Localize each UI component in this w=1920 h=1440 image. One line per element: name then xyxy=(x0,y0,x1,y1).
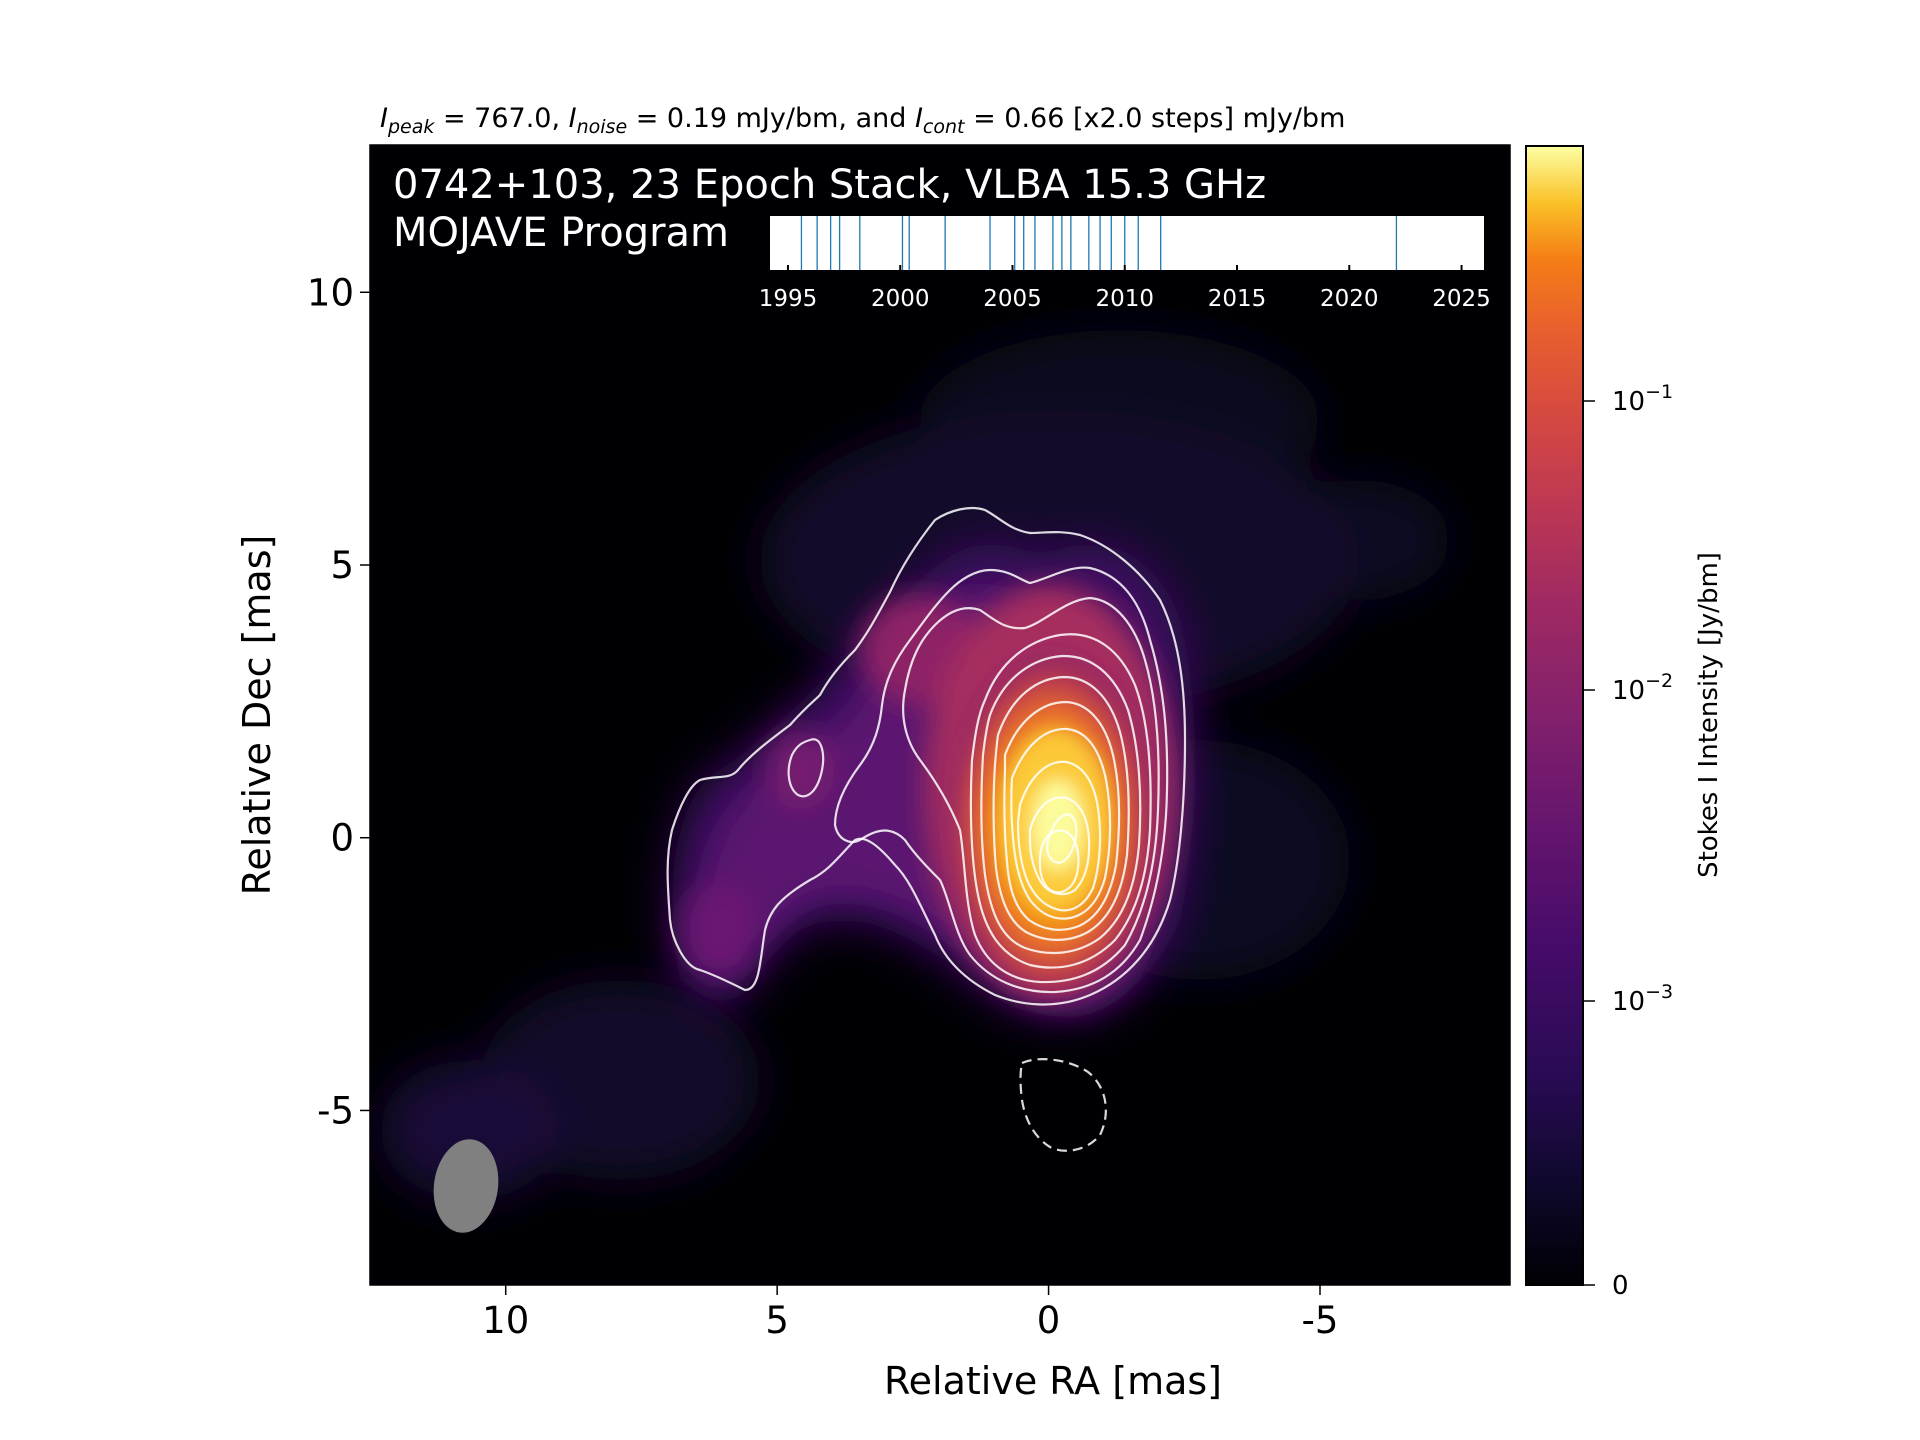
timeline-tick-label: 2020 xyxy=(1320,286,1379,312)
header-stats: Ipeak = 767.0, Inoise = 0.19 mJy/bm, and… xyxy=(380,103,1345,138)
colorbar-label: Stokes I Intensity [Jy/bm] xyxy=(1694,552,1724,878)
timeline-tick-label: 2010 xyxy=(1095,286,1154,312)
timeline-box xyxy=(770,216,1484,270)
contour-level-9 xyxy=(1016,760,1102,912)
contour-level-3 xyxy=(902,596,1160,984)
x-axis-label: Relative RA [mas] xyxy=(884,1359,1222,1403)
timeline-ticks: 1995 2000 2005 2010 2015 2020 2025 xyxy=(759,265,1491,312)
contour-level-8 xyxy=(1010,727,1112,920)
colorbar-tick-label: 10−1 xyxy=(1612,381,1673,417)
y-tick-label: -5 xyxy=(317,1089,354,1132)
timeline-tick-label: 2000 xyxy=(871,286,930,312)
colorbar-tick-label: 10−2 xyxy=(1612,670,1673,706)
y-axis-label: Relative Dec [mas] xyxy=(235,535,279,896)
contour-level-7 xyxy=(1003,700,1121,931)
timeline-tick-label: 2005 xyxy=(983,286,1042,312)
x-axis: 10 5 0 -5 xyxy=(482,1285,1338,1342)
contour-level-10 xyxy=(1028,796,1091,896)
source-title: 0742+103, 23 Epoch Stack, VLBA 15.3 GHz xyxy=(393,162,1266,208)
program-title: MOJAVE Program xyxy=(393,210,729,256)
x-tick-label: 10 xyxy=(482,1299,529,1342)
timeline-tick-label: 2025 xyxy=(1432,286,1491,312)
contour-level-11 xyxy=(1038,829,1080,894)
contour-level-4 xyxy=(969,633,1152,969)
contour-level-2 xyxy=(833,566,1169,994)
colorbar xyxy=(1525,145,1584,1286)
contour-level-5 xyxy=(980,654,1142,955)
contour-lines xyxy=(666,506,1187,1152)
timeline-tick-label: 2015 xyxy=(1208,286,1267,312)
epoch-timeline: 1995 2000 2005 2010 2015 2020 2025 xyxy=(759,216,1491,312)
beam-ellipse xyxy=(433,1139,499,1233)
contour-knot xyxy=(787,738,825,798)
plot-frame xyxy=(369,144,1511,1286)
contour-level-12 xyxy=(1046,813,1078,864)
colorbar-ticks: 0 10−3 10−2 10−1 xyxy=(1583,381,1673,1301)
x-tick-label: 5 xyxy=(765,1299,789,1342)
contour-level-1 xyxy=(666,506,1187,1006)
colorbar-tick-label: 0 xyxy=(1612,1271,1629,1301)
colorbar-tick-label: 10−3 xyxy=(1612,981,1673,1017)
y-tick-label: 0 xyxy=(330,817,354,860)
x-tick-label: 0 xyxy=(1037,1299,1061,1342)
y-tick-label: 10 xyxy=(307,271,354,314)
epoch-lines xyxy=(800,216,1398,270)
y-tick-label: 5 xyxy=(330,544,354,587)
timeline-tick-label: 1995 xyxy=(759,286,818,312)
y-axis: 10 5 0 -5 xyxy=(307,271,370,1132)
x-tick-label: -5 xyxy=(1302,1299,1339,1342)
contour-level-6 xyxy=(992,675,1130,941)
